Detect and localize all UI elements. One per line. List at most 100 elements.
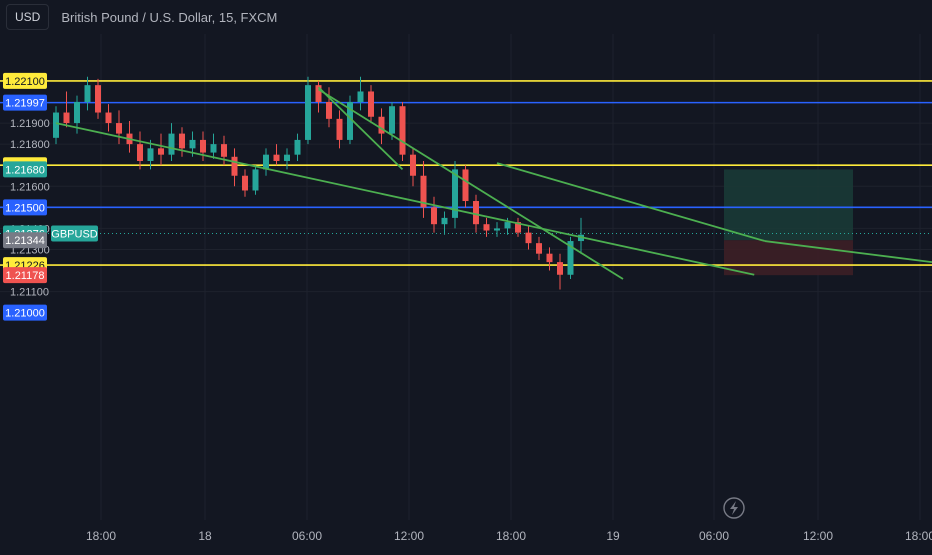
candle xyxy=(546,247,553,271)
candle-body xyxy=(200,139,206,153)
candle xyxy=(147,139,154,170)
candle-body xyxy=(347,102,353,140)
price-tag-text: 1.21178 xyxy=(6,270,45,282)
candle-body xyxy=(74,102,80,124)
candle-body xyxy=(399,106,406,155)
candle xyxy=(347,95,353,145)
candle-body xyxy=(63,112,70,124)
candle xyxy=(557,253,563,290)
price-tag-profit xyxy=(3,161,47,178)
x-tick-label: 18:00 xyxy=(496,529,526,543)
profit-zone xyxy=(724,169,853,241)
level-tag-text: 1.21500 xyxy=(5,202,45,214)
candle xyxy=(126,120,133,153)
candle xyxy=(567,236,574,279)
level-tag-1.21000 xyxy=(3,304,47,321)
candle-body xyxy=(84,85,91,102)
chart-header: USD British Pound / U.S. Dollar, 15, FXC… xyxy=(0,0,932,34)
candle-body xyxy=(557,262,563,275)
candle-body xyxy=(263,154,269,170)
candle xyxy=(168,123,175,161)
candle xyxy=(494,222,500,237)
candle xyxy=(95,78,101,119)
candle-body xyxy=(95,85,101,113)
currency-button[interactable]: USD xyxy=(6,4,50,30)
candle xyxy=(294,133,301,161)
candle xyxy=(357,76,364,111)
trendline xyxy=(55,122,755,276)
level-tag-1.21997 xyxy=(3,94,47,111)
price-tag-stop xyxy=(3,267,47,284)
candle-body xyxy=(452,169,458,218)
x-tick-label: 12:00 xyxy=(394,529,424,543)
candle-body xyxy=(368,91,374,117)
level-tag-1.22100 xyxy=(3,72,47,89)
candle-body xyxy=(546,253,553,263)
candle-body xyxy=(525,232,532,244)
candle xyxy=(420,160,427,218)
trendline-extension xyxy=(764,240,932,264)
candle xyxy=(252,165,259,195)
candle-body xyxy=(515,222,521,233)
candle xyxy=(389,102,395,140)
axis-layer: 1.211001.213001.214001.216001.218001.219… xyxy=(0,118,932,550)
candle xyxy=(273,144,280,166)
symbol-title: British Pound / U.S. Dollar, 15, FXCM xyxy=(61,9,278,25)
candle-body xyxy=(473,201,479,225)
level-tag-1.21500 xyxy=(3,199,47,216)
price-tag-entry xyxy=(3,232,47,249)
candle-body xyxy=(158,148,164,155)
candle-body xyxy=(336,118,343,140)
candle-body xyxy=(504,222,511,229)
x-tick-label: 18 xyxy=(198,529,212,543)
candle-body xyxy=(242,175,248,191)
lightning-icon[interactable] xyxy=(723,497,745,519)
candle xyxy=(441,211,448,235)
loss-zone xyxy=(724,240,853,276)
candle xyxy=(399,102,406,161)
candle-body xyxy=(357,91,364,102)
lightning-icon-glyph xyxy=(730,501,738,515)
trendline xyxy=(496,162,766,242)
candle-body xyxy=(116,123,122,134)
candle xyxy=(53,106,59,145)
x-tick-label: 18:00 xyxy=(86,529,116,543)
candle xyxy=(84,76,91,111)
candle xyxy=(210,133,217,159)
candle-body xyxy=(441,217,448,225)
candle xyxy=(483,217,490,237)
candle-body xyxy=(294,139,301,155)
candle xyxy=(515,217,521,237)
candle xyxy=(137,131,143,170)
candle xyxy=(336,110,343,149)
position-zone-layer xyxy=(724,169,853,276)
candle xyxy=(305,76,311,145)
candle-body xyxy=(410,154,416,176)
x-tick-label: 12:00 xyxy=(803,529,833,543)
candle xyxy=(368,85,374,124)
candle-body xyxy=(53,112,59,138)
candle xyxy=(284,148,290,170)
candle xyxy=(326,87,332,128)
candle-body xyxy=(494,228,500,231)
candle-body xyxy=(420,175,427,208)
trendline xyxy=(317,86,404,171)
candle xyxy=(263,148,269,176)
candle xyxy=(315,80,322,113)
candle xyxy=(179,127,185,157)
candle xyxy=(431,196,437,233)
candle xyxy=(525,226,532,250)
candle-body xyxy=(273,154,280,161)
trendline xyxy=(318,88,624,280)
candle xyxy=(231,148,238,187)
trendlines-layer xyxy=(55,86,932,280)
candle-body xyxy=(147,148,154,161)
grid-layer xyxy=(0,34,932,520)
y-tick-label: 1.21100 xyxy=(10,287,49,299)
candle xyxy=(158,133,164,166)
x-axis-bar xyxy=(0,520,932,550)
symbol-badge xyxy=(51,225,98,242)
candle-body xyxy=(168,133,175,155)
